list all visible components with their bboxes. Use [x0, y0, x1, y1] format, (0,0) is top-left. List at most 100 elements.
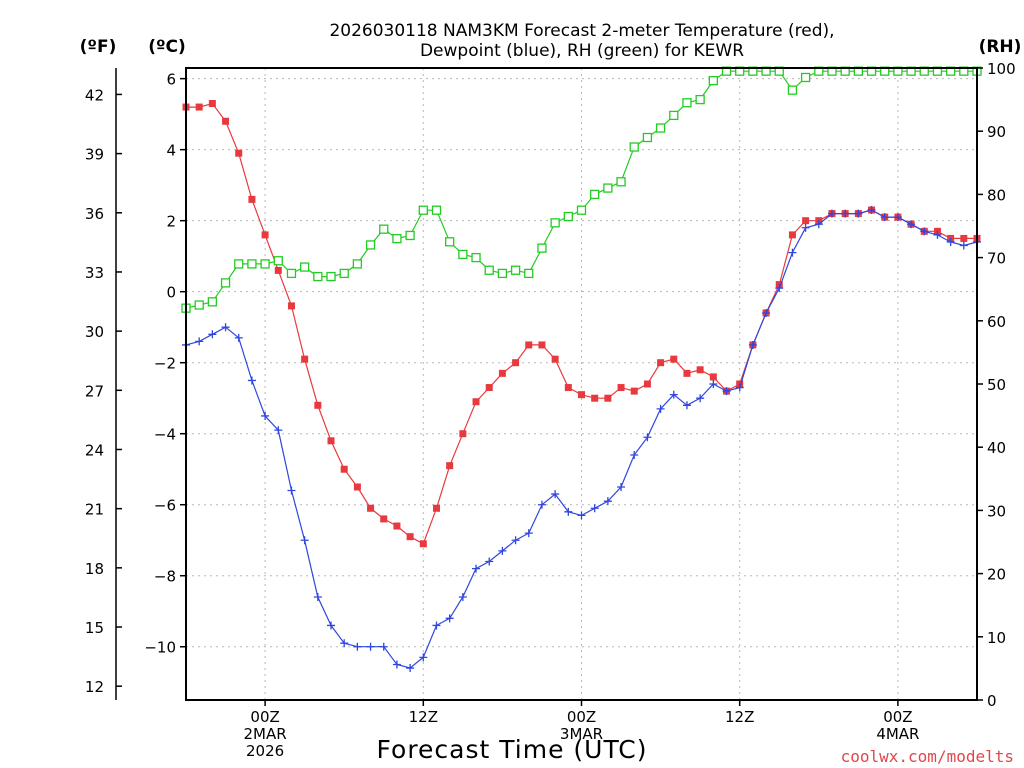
temperature-point [261, 231, 269, 239]
temperature-point [538, 341, 546, 349]
temperature-point [235, 149, 243, 157]
temperature-point [696, 366, 704, 374]
dewpoint-point [854, 209, 863, 218]
y-tick-label-c: −2 [154, 355, 176, 373]
rh-point [669, 110, 679, 121]
temperature-point [564, 384, 572, 392]
y-tick-label-f: 36 [85, 205, 104, 223]
temperature-point [446, 462, 454, 470]
dewpoint-point [511, 536, 520, 545]
y-tick-label-rh: 20 [987, 566, 1006, 584]
y-tick-label-rh: 30 [987, 502, 1006, 520]
dewpoint-point [392, 660, 401, 669]
dewpoint-point [498, 546, 507, 555]
y-tick-label-f: 42 [85, 86, 104, 104]
rh-point [642, 132, 653, 143]
y-tick-label-rh: 50 [987, 376, 1006, 394]
dewpoint-point [195, 337, 204, 346]
dewpoint-point [946, 237, 955, 246]
temperature-point [670, 355, 678, 363]
rh-point [497, 268, 508, 279]
dewpoint-point [274, 426, 283, 435]
rh-point [800, 72, 811, 83]
dewpoint-point [933, 230, 942, 239]
temperature-series [182, 100, 981, 548]
dewpoint-point [788, 248, 797, 257]
temperature-point [525, 341, 533, 349]
rh-point [787, 85, 798, 95]
dewpoint-point [247, 376, 256, 385]
dewpoint-point [841, 209, 850, 218]
y-tick-label-f: 21 [85, 501, 104, 519]
y-tick-label-f: 33 [85, 264, 104, 282]
dewpoint-point [630, 451, 639, 460]
dewpoint-point [445, 614, 454, 623]
rh-point [379, 224, 389, 234]
y-tick-label-c: 2 [166, 213, 176, 231]
y-tick-label-c: −6 [154, 497, 176, 515]
dewpoint-point [709, 380, 718, 388]
y-tick-label-c: 4 [166, 142, 176, 160]
dewpoint-point [603, 497, 612, 506]
temperature-point [604, 394, 612, 402]
rh-point [629, 142, 639, 152]
rh-point [590, 189, 600, 200]
rh-point [418, 205, 428, 215]
temperature-point [287, 302, 295, 310]
plot-frame [185, 67, 978, 701]
rh-point [445, 237, 455, 247]
temperature-point [353, 483, 361, 491]
temperature-point [802, 217, 810, 225]
dewpoint-point [814, 220, 823, 229]
temperature-point [709, 373, 717, 381]
y-tick-label-f: 12 [85, 678, 104, 696]
y-tick-label-rh: 10 [987, 629, 1006, 647]
y-tick-label-rh: 70 [987, 250, 1006, 268]
y-tick-label-f: 24 [85, 441, 104, 459]
rh-point [616, 177, 626, 187]
dewpoint-point [287, 486, 296, 495]
rh-point [299, 262, 310, 272]
y-tick-label-c: 0 [166, 284, 176, 302]
left-unit-celsius: (ºC) [148, 37, 186, 57]
x-tick-label: 2026 [246, 742, 284, 760]
temperature-point [788, 231, 796, 239]
rh-point [537, 243, 547, 253]
temperature-point [340, 465, 348, 473]
dewpoint-point [959, 241, 968, 250]
temperature-point [222, 117, 230, 125]
dewpoint-point [762, 308, 771, 317]
temperature-point [459, 430, 467, 438]
dewpoint-point [432, 621, 441, 630]
dewpoint-point [722, 387, 731, 396]
rh-point [405, 230, 415, 241]
x-tick-label: 00Z [250, 708, 279, 726]
dewpoint-point [643, 433, 652, 442]
y-tick-label-c: 6 [166, 71, 176, 89]
y-tick-label-rh: 90 [987, 123, 1006, 141]
y-tick-label-f: 18 [85, 560, 104, 578]
temperature-point [301, 355, 309, 363]
dewpoint-point [920, 227, 929, 236]
dewpoint-point [234, 333, 243, 342]
dewpoint-point [353, 642, 362, 651]
rh-point [207, 297, 218, 307]
dewpoint-point [577, 511, 586, 520]
rh-point [458, 249, 468, 260]
temperature-point [551, 355, 559, 363]
temperature-point [498, 369, 506, 377]
dewpoint-point [880, 213, 889, 222]
rh-point [682, 98, 692, 108]
x-tick-label: 00Z [883, 708, 912, 726]
dewpoint-point [564, 507, 573, 516]
rh-point [194, 300, 204, 310]
temperature-point [643, 380, 651, 388]
dewpoint-point [696, 394, 705, 403]
x-tick-label: 4MAR [876, 725, 919, 743]
series-layer [181, 66, 982, 673]
dewpoint-point [775, 284, 784, 293]
dewpoint-point [208, 330, 217, 339]
rh-point [247, 259, 257, 269]
y-tick-label-c: −10 [144, 639, 176, 657]
temperature-point [512, 359, 520, 367]
